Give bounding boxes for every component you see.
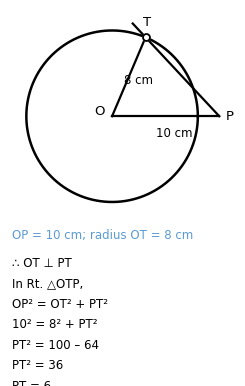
Text: PT² = 36: PT² = 36: [12, 359, 63, 372]
Text: OP = 10 cm; radius OT = 8 cm: OP = 10 cm; radius OT = 8 cm: [12, 229, 194, 242]
Text: O: O: [95, 105, 105, 119]
Text: ∴ OT ⊥ PT: ∴ OT ⊥ PT: [12, 257, 72, 269]
Text: 8 cm: 8 cm: [124, 74, 153, 87]
Text: P: P: [225, 110, 233, 123]
Text: 10 cm: 10 cm: [156, 127, 193, 139]
Text: PT = 6: PT = 6: [12, 380, 51, 386]
Text: 10² = 8² + PT²: 10² = 8² + PT²: [12, 318, 98, 331]
Text: PT² = 100 – 64: PT² = 100 – 64: [12, 339, 99, 352]
Text: T: T: [143, 16, 151, 29]
Text: In Rt. △OTP,: In Rt. △OTP,: [12, 277, 84, 290]
Text: OP² = OT² + PT²: OP² = OT² + PT²: [12, 298, 108, 311]
